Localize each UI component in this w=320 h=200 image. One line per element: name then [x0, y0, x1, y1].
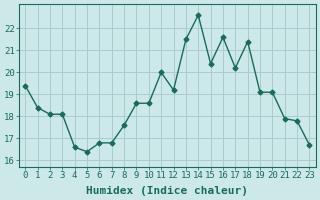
X-axis label: Humidex (Indice chaleur): Humidex (Indice chaleur): [86, 186, 248, 196]
